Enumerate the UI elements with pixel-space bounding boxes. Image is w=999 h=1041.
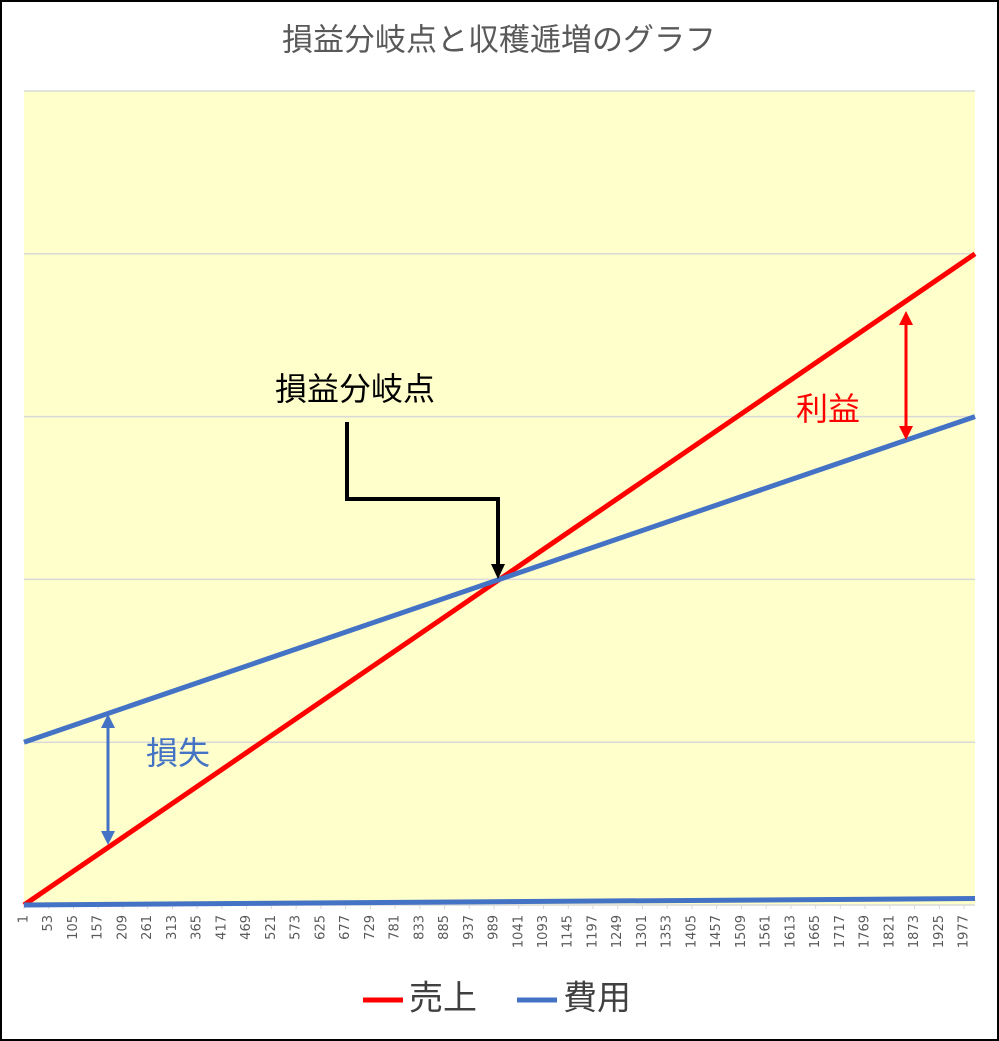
x-tick-label: 105 — [66, 915, 81, 940]
x-tick-label: 677 — [338, 915, 353, 940]
x-tick-label: 1509 — [734, 915, 749, 948]
legend-label: 売上 — [409, 979, 477, 1019]
x-tick-label: 417 — [214, 915, 229, 940]
x-tick-label: 1457 — [709, 915, 724, 948]
arrow — [345, 422, 500, 566]
x-tick-label: 1613 — [783, 915, 798, 948]
x-tick-label: 1301 — [635, 915, 650, 948]
x-tick-label: 1145 — [561, 915, 576, 948]
x-tick-label: 937 — [462, 915, 477, 940]
x-tick-label: 157 — [91, 915, 106, 940]
x-tick-label: 729 — [363, 915, 378, 940]
x-tick-label: 209 — [115, 915, 130, 940]
x-tick-label: 833 — [412, 915, 427, 940]
series-line — [23, 895, 976, 908]
legend-label: 費用 — [563, 979, 631, 1019]
x-tick-label: 1041 — [511, 915, 526, 948]
annotation: 損失 — [146, 734, 210, 772]
arrow-head — [101, 831, 115, 845]
x-tick-label: 53 — [41, 915, 56, 932]
annotation-profit: 利益 — [796, 311, 913, 440]
x-tick-label: 1561 — [759, 915, 774, 948]
x-tick-label: 521 — [264, 915, 279, 940]
x-tick-label: 1977 — [957, 915, 972, 948]
x-tick-label: 1873 — [907, 915, 922, 948]
annotation-break-even: 損益分岐点 — [275, 370, 505, 579]
x-tick-label: 1405 — [684, 915, 699, 948]
annotation: 利益 — [796, 390, 860, 428]
arrow-head — [491, 564, 505, 579]
x-tick-label: 1353 — [660, 915, 675, 948]
chart-title: 損益分岐点と収穫逓増のグラフ — [282, 23, 716, 59]
x-tick-label: 885 — [437, 915, 452, 940]
x-tick-label: 261 — [140, 915, 155, 940]
x-tick-label: 625 — [313, 915, 328, 940]
x-tick-label: 989 — [487, 915, 502, 940]
marks: 1 53 105 157 209 261 313 365 417 469 521 573 625 677 7… — [17, 90, 977, 948]
annotation-loss: 損失 — [101, 714, 210, 845]
x-tick-label: 365 — [190, 915, 205, 940]
arrow-head — [899, 426, 913, 440]
x-tick-label: 1249 — [610, 915, 625, 948]
x-tick-label: 781 — [388, 915, 403, 940]
x-tick-label: 469 — [239, 915, 254, 940]
x-tick-label: 1197 — [585, 915, 600, 948]
x-tick-label: 1821 — [882, 915, 897, 948]
x-tick-label: 313 — [165, 915, 180, 940]
arrow-head — [899, 311, 913, 325]
x-tick-label: 1717 — [833, 915, 848, 948]
x-tick-label: 1093 — [536, 915, 551, 948]
legend: 売上 費用 — [363, 979, 631, 1019]
series-line — [23, 414, 976, 745]
x-tick-label: 1 — [17, 915, 32, 923]
x-tick-label: 1769 — [858, 915, 873, 948]
x-tick-label: 1665 — [808, 915, 823, 948]
arrow-head — [101, 714, 115, 728]
annotation: 損益分岐点 — [275, 370, 435, 408]
x-tick-label: 573 — [289, 915, 304, 940]
x-tick-label: 1925 — [932, 915, 947, 948]
